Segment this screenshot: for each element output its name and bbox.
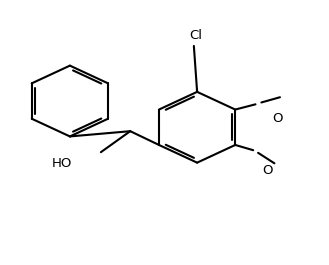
Text: O: O	[262, 164, 272, 177]
Text: O: O	[272, 112, 282, 125]
Text: HO: HO	[52, 157, 72, 170]
Text: Cl: Cl	[189, 29, 202, 42]
